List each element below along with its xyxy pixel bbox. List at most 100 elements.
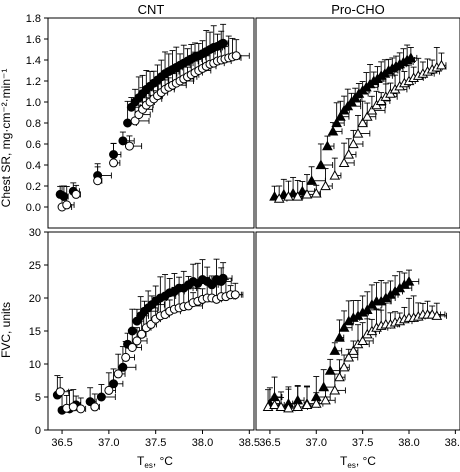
- series-open-circle: [55, 277, 244, 414]
- data-point: [343, 351, 355, 362]
- x-axis-label-main: T: [340, 454, 348, 468]
- data-point: [275, 401, 287, 411]
- x-tick-label: 37.0: [306, 437, 327, 449]
- data-point: [123, 118, 133, 128]
- y-tick-label: 0.6: [26, 139, 41, 151]
- panel-title: CNT: [138, 2, 165, 17]
- plot-frame: [255, 231, 460, 431]
- y-tick-label: 25: [29, 260, 41, 272]
- data-point: [269, 399, 280, 410]
- y-tick-label: 1.0: [26, 97, 41, 109]
- data-point: [338, 322, 350, 332]
- data-point: [306, 175, 317, 185]
- x-axis-label-left: Tes, °C: [137, 454, 173, 470]
- data-point: [357, 117, 368, 128]
- x-tick-label: 38.0: [398, 437, 419, 449]
- chart-panel-bottom-left: 0 5 10 15 20 25 30 36.5 37.0 37.5 38.0 38.5: [29, 227, 260, 449]
- x-axis-label-unit: , °C: [153, 454, 173, 468]
- data-point: [343, 148, 355, 159]
- series-filled-circle: [52, 258, 233, 415]
- panel-title: Pro-CHO: [331, 2, 384, 17]
- data-point: [132, 336, 142, 346]
- chart-panel-bottom-right: 36.5 37.0 37.5 38.0 38.5: [255, 231, 460, 449]
- y-tick-label: 15: [29, 326, 41, 338]
- x-axis-label-subscript: es: [144, 461, 152, 470]
- data-point: [436, 59, 447, 70]
- x-tick-label: 37.5: [352, 437, 373, 449]
- data-point: [338, 361, 350, 372]
- data-point: [301, 399, 313, 410]
- data-point: [338, 157, 350, 167]
- y-tick-label: 0.2: [26, 181, 41, 193]
- y-tick-label: 0: [35, 425, 41, 437]
- data-point: [231, 51, 241, 61]
- data-point: [109, 158, 119, 168]
- data-point: [431, 310, 443, 320]
- y-tick-label: 20: [29, 293, 41, 305]
- series-open-triangle: [262, 295, 448, 413]
- series-open-circle: [57, 35, 250, 212]
- data-point: [118, 362, 128, 372]
- data-point: [334, 371, 345, 382]
- data-point: [310, 398, 322, 408]
- data-point: [68, 402, 78, 412]
- data-point: [292, 190, 304, 201]
- data-point: [127, 343, 137, 352]
- data-point: [121, 352, 131, 362]
- y-tick-label: 10: [29, 359, 41, 371]
- data-point: [62, 200, 72, 210]
- plot-frame: [47, 231, 255, 431]
- y-tick-label: 1.6: [26, 34, 41, 46]
- x-tick-label: 36.5: [51, 437, 72, 449]
- x-axis-label-main: T: [137, 454, 145, 468]
- data-point: [348, 345, 359, 355]
- data-point: [329, 169, 341, 180]
- data-point: [335, 111, 346, 121]
- data-point: [361, 111, 373, 121]
- data-point: [320, 394, 331, 405]
- data-point: [76, 404, 86, 414]
- data-point: [352, 127, 364, 138]
- data-point: [334, 332, 345, 342]
- data-point: [218, 38, 228, 48]
- data-point: [90, 402, 100, 412]
- plot-frame: [255, 17, 460, 229]
- data-point: [315, 159, 327, 170]
- data-point: [55, 387, 65, 397]
- data-point: [327, 125, 339, 136]
- data-point: [361, 304, 373, 314]
- x-tick-label: 38.5: [239, 437, 260, 449]
- data-point: [283, 402, 294, 413]
- data-point: [137, 329, 147, 339]
- y-tick-label: 1.8: [26, 13, 41, 25]
- y-tick-label: 0.4: [26, 160, 41, 172]
- data-point: [329, 345, 341, 355]
- data-point: [310, 187, 322, 198]
- data-point: [113, 369, 123, 379]
- series-filled-triangle: [269, 44, 418, 201]
- x-tick-label: 38.0: [192, 437, 213, 449]
- data-point: [109, 379, 119, 389]
- x-tick-label: 37.0: [98, 437, 119, 449]
- data-point: [329, 384, 341, 395]
- y-tick-label: 30: [29, 227, 41, 239]
- y-tick-label: 5: [35, 392, 41, 404]
- data-point: [124, 141, 134, 151]
- data-point: [104, 385, 114, 395]
- y-tick-label: 0.8: [26, 118, 41, 130]
- data-point: [93, 176, 103, 186]
- x-axis-label-unit: , °C: [356, 454, 376, 468]
- x-axis-label-subscript: es: [347, 461, 355, 470]
- data-point: [292, 401, 304, 411]
- x-tick-label: 36.5: [259, 437, 280, 449]
- x-tick-label: 38.5: [445, 437, 460, 449]
- series-open-triangle: [273, 46, 447, 203]
- chart-panel-top-right: Pro-CHO: [255, 2, 460, 229]
- data-point: [320, 180, 331, 191]
- data-point: [283, 190, 294, 201]
- x-axis-label-right: Tes, °C: [340, 454, 376, 470]
- data-point: [324, 365, 336, 375]
- y-axis-label-top: Chest SR, mg·cm⁻²·min⁻¹: [0, 69, 13, 208]
- data-point: [71, 189, 81, 199]
